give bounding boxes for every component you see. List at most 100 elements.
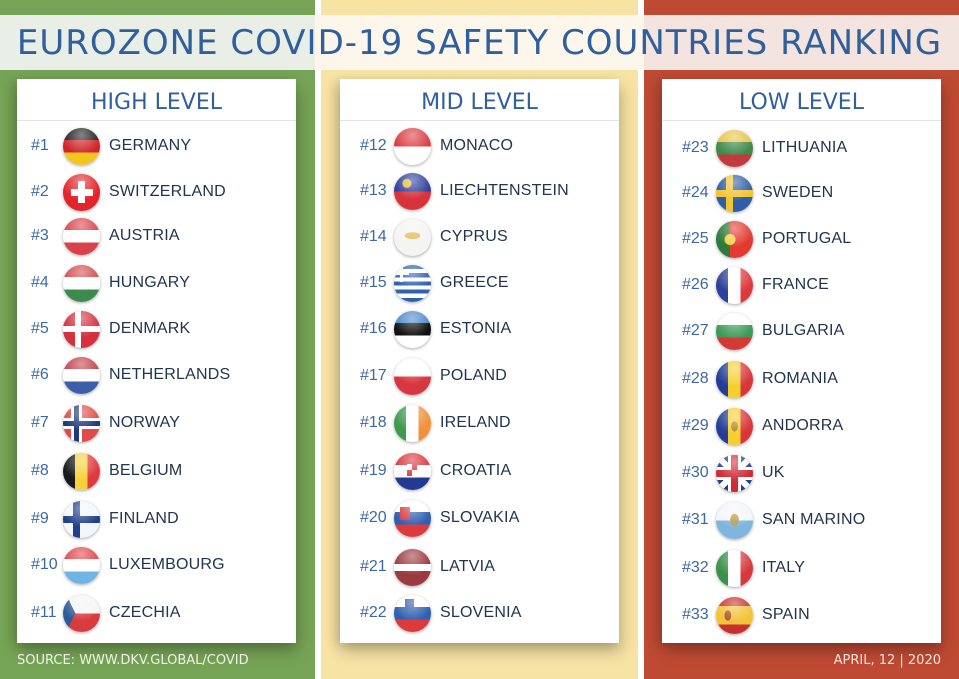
country-name: SLOVAKIA [440, 509, 520, 526]
rank-label: #9 [31, 510, 49, 527]
country-name: NETHERLANDS [109, 366, 231, 383]
belgium-flag-icon [63, 452, 100, 490]
date-label: APRIL, 12 | 2020 [833, 653, 941, 668]
sweden-flag-icon [716, 174, 753, 212]
rank-label: #32 [682, 559, 709, 576]
list-item: #17 POLAND [340, 356, 619, 396]
title-strip [0, 15, 959, 70]
list-item: #28 ROMANIA [662, 359, 941, 399]
list-item: #13 LIECHTENSTEIN [340, 171, 619, 211]
list-item: #29 ANDORRA [662, 406, 941, 446]
country-name: CROATIA [440, 462, 512, 479]
country-name: CZECHIA [109, 604, 181, 621]
list-item: #16 ESTONIA [340, 309, 619, 349]
country-name: ITALY [762, 559, 806, 576]
list-item: #2 SWITZERLAND [17, 172, 296, 212]
rank-label: #18 [360, 414, 387, 431]
rank-label: #10 [31, 556, 58, 573]
spain-flag-icon [716, 596, 753, 634]
list-item: #31 SAN MARINO [662, 500, 941, 540]
netherlands-flag-icon [63, 356, 100, 394]
poland-flag-icon [394, 357, 431, 395]
list-item: #19 CROATIA [340, 451, 619, 491]
list-item: #20 SLOVAKIA [340, 498, 619, 538]
austria-flag-icon [63, 217, 100, 255]
column-heading: LOW LEVEL [662, 79, 941, 121]
mid-level-card: MID LEVEL #12 MONACO #13 LIECHTENSTEIN #14… [340, 79, 619, 643]
list-item: #25 PORTUGAL [662, 219, 941, 259]
rank-label: #15 [360, 274, 387, 291]
country-name: ESTONIA [440, 320, 512, 337]
country-name: PORTUGAL [762, 230, 852, 247]
cyprus-flag-icon [394, 218, 431, 256]
list-item: #33 SPAIN [662, 595, 941, 635]
country-name: FINLAND [109, 510, 179, 527]
list-item: #26 FRANCE [662, 265, 941, 305]
country-name: UK [762, 464, 785, 481]
monaco-flag-icon [394, 127, 431, 165]
rank-label: #29 [682, 417, 709, 434]
country-name: BELGIUM [109, 462, 183, 479]
country-name: LIECHTENSTEIN [440, 182, 569, 199]
rank-label: #30 [682, 464, 709, 481]
country-name: NORWAY [109, 414, 181, 431]
rank-label: #16 [360, 320, 387, 337]
column-heading: MID LEVEL [340, 79, 619, 121]
bulgaria-flag-icon [716, 312, 753, 350]
list-item: #11 CZECHIA [17, 593, 296, 633]
latvia-flag-icon [394, 548, 431, 586]
portugal-flag-icon [716, 220, 753, 258]
liechtenstein-flag-icon [394, 172, 431, 210]
low-level-card: LOW LEVEL #23 LITHUANIA #24 SWEDEN #25 PORT… [662, 79, 941, 643]
czechia-flag-icon [63, 594, 100, 632]
uk-flag-icon [716, 454, 753, 492]
rank-label: #4 [31, 274, 49, 291]
country-name: MONACO [440, 137, 514, 154]
rank-label: #12 [360, 137, 387, 154]
rank-label: #20 [360, 509, 387, 526]
list-item: #27 BULGARIA [662, 311, 941, 351]
list-item: #22 SLOVENIA [340, 593, 619, 633]
country-name: GREECE [440, 274, 509, 291]
country-name: SAN MARINO [762, 511, 866, 528]
rank-label: #27 [682, 322, 709, 339]
country-name: IRELAND [440, 414, 511, 431]
slovakia-flag-icon [394, 499, 431, 537]
list-item: #7 NORWAY [17, 403, 296, 443]
page-title: EUROZONE COVID-19 SAFETY COUNTRIES RANKI… [16, 22, 943, 63]
list-item: #24 SWEDEN [662, 173, 941, 213]
rank-label: #24 [682, 184, 709, 201]
list-item: #18 IRELAND [340, 403, 619, 443]
estonia-flag-icon [394, 310, 431, 348]
list-item: #6 NETHERLANDS [17, 355, 296, 395]
rank-label: #19 [360, 462, 387, 479]
country-name: SWITZERLAND [109, 183, 226, 200]
list-item: #4 HUNGARY [17, 263, 296, 303]
rank-label: #7 [31, 414, 49, 431]
list-item: #30 UK [662, 453, 941, 493]
rank-label: #6 [31, 366, 49, 383]
hungary-flag-icon [63, 264, 100, 302]
andorra-flag-icon [716, 407, 753, 445]
country-name: HUNGARY [109, 274, 191, 291]
list-item: #23 LITHUANIA [662, 128, 941, 168]
high-level-card: HIGH LEVEL #1 GERMANY #2 SWITZERLAND #3 AUS… [17, 79, 296, 643]
lithuania-flag-icon [716, 129, 753, 167]
ireland-flag-icon [394, 404, 431, 442]
san-marino-flag-icon [716, 501, 753, 539]
greece-flag-icon [394, 264, 431, 302]
croatia-flag-icon [394, 452, 431, 490]
switzerland-flag-icon [63, 173, 100, 211]
italy-flag-icon [716, 549, 753, 587]
luxembourg-flag-icon [63, 546, 100, 584]
rank-label: #2 [31, 183, 49, 200]
country-name: LUXEMBOURG [109, 556, 225, 573]
list-item: #21 LATVIA [340, 547, 619, 587]
list-item: #9 FINLAND [17, 499, 296, 539]
romania-flag-icon [716, 360, 753, 398]
germany-flag-icon [63, 127, 100, 165]
list-item: #12 MONACO [340, 126, 619, 166]
rank-label: #13 [360, 182, 387, 199]
country-name: ANDORRA [762, 417, 844, 434]
list-item: #14 CYPRUS [340, 217, 619, 257]
